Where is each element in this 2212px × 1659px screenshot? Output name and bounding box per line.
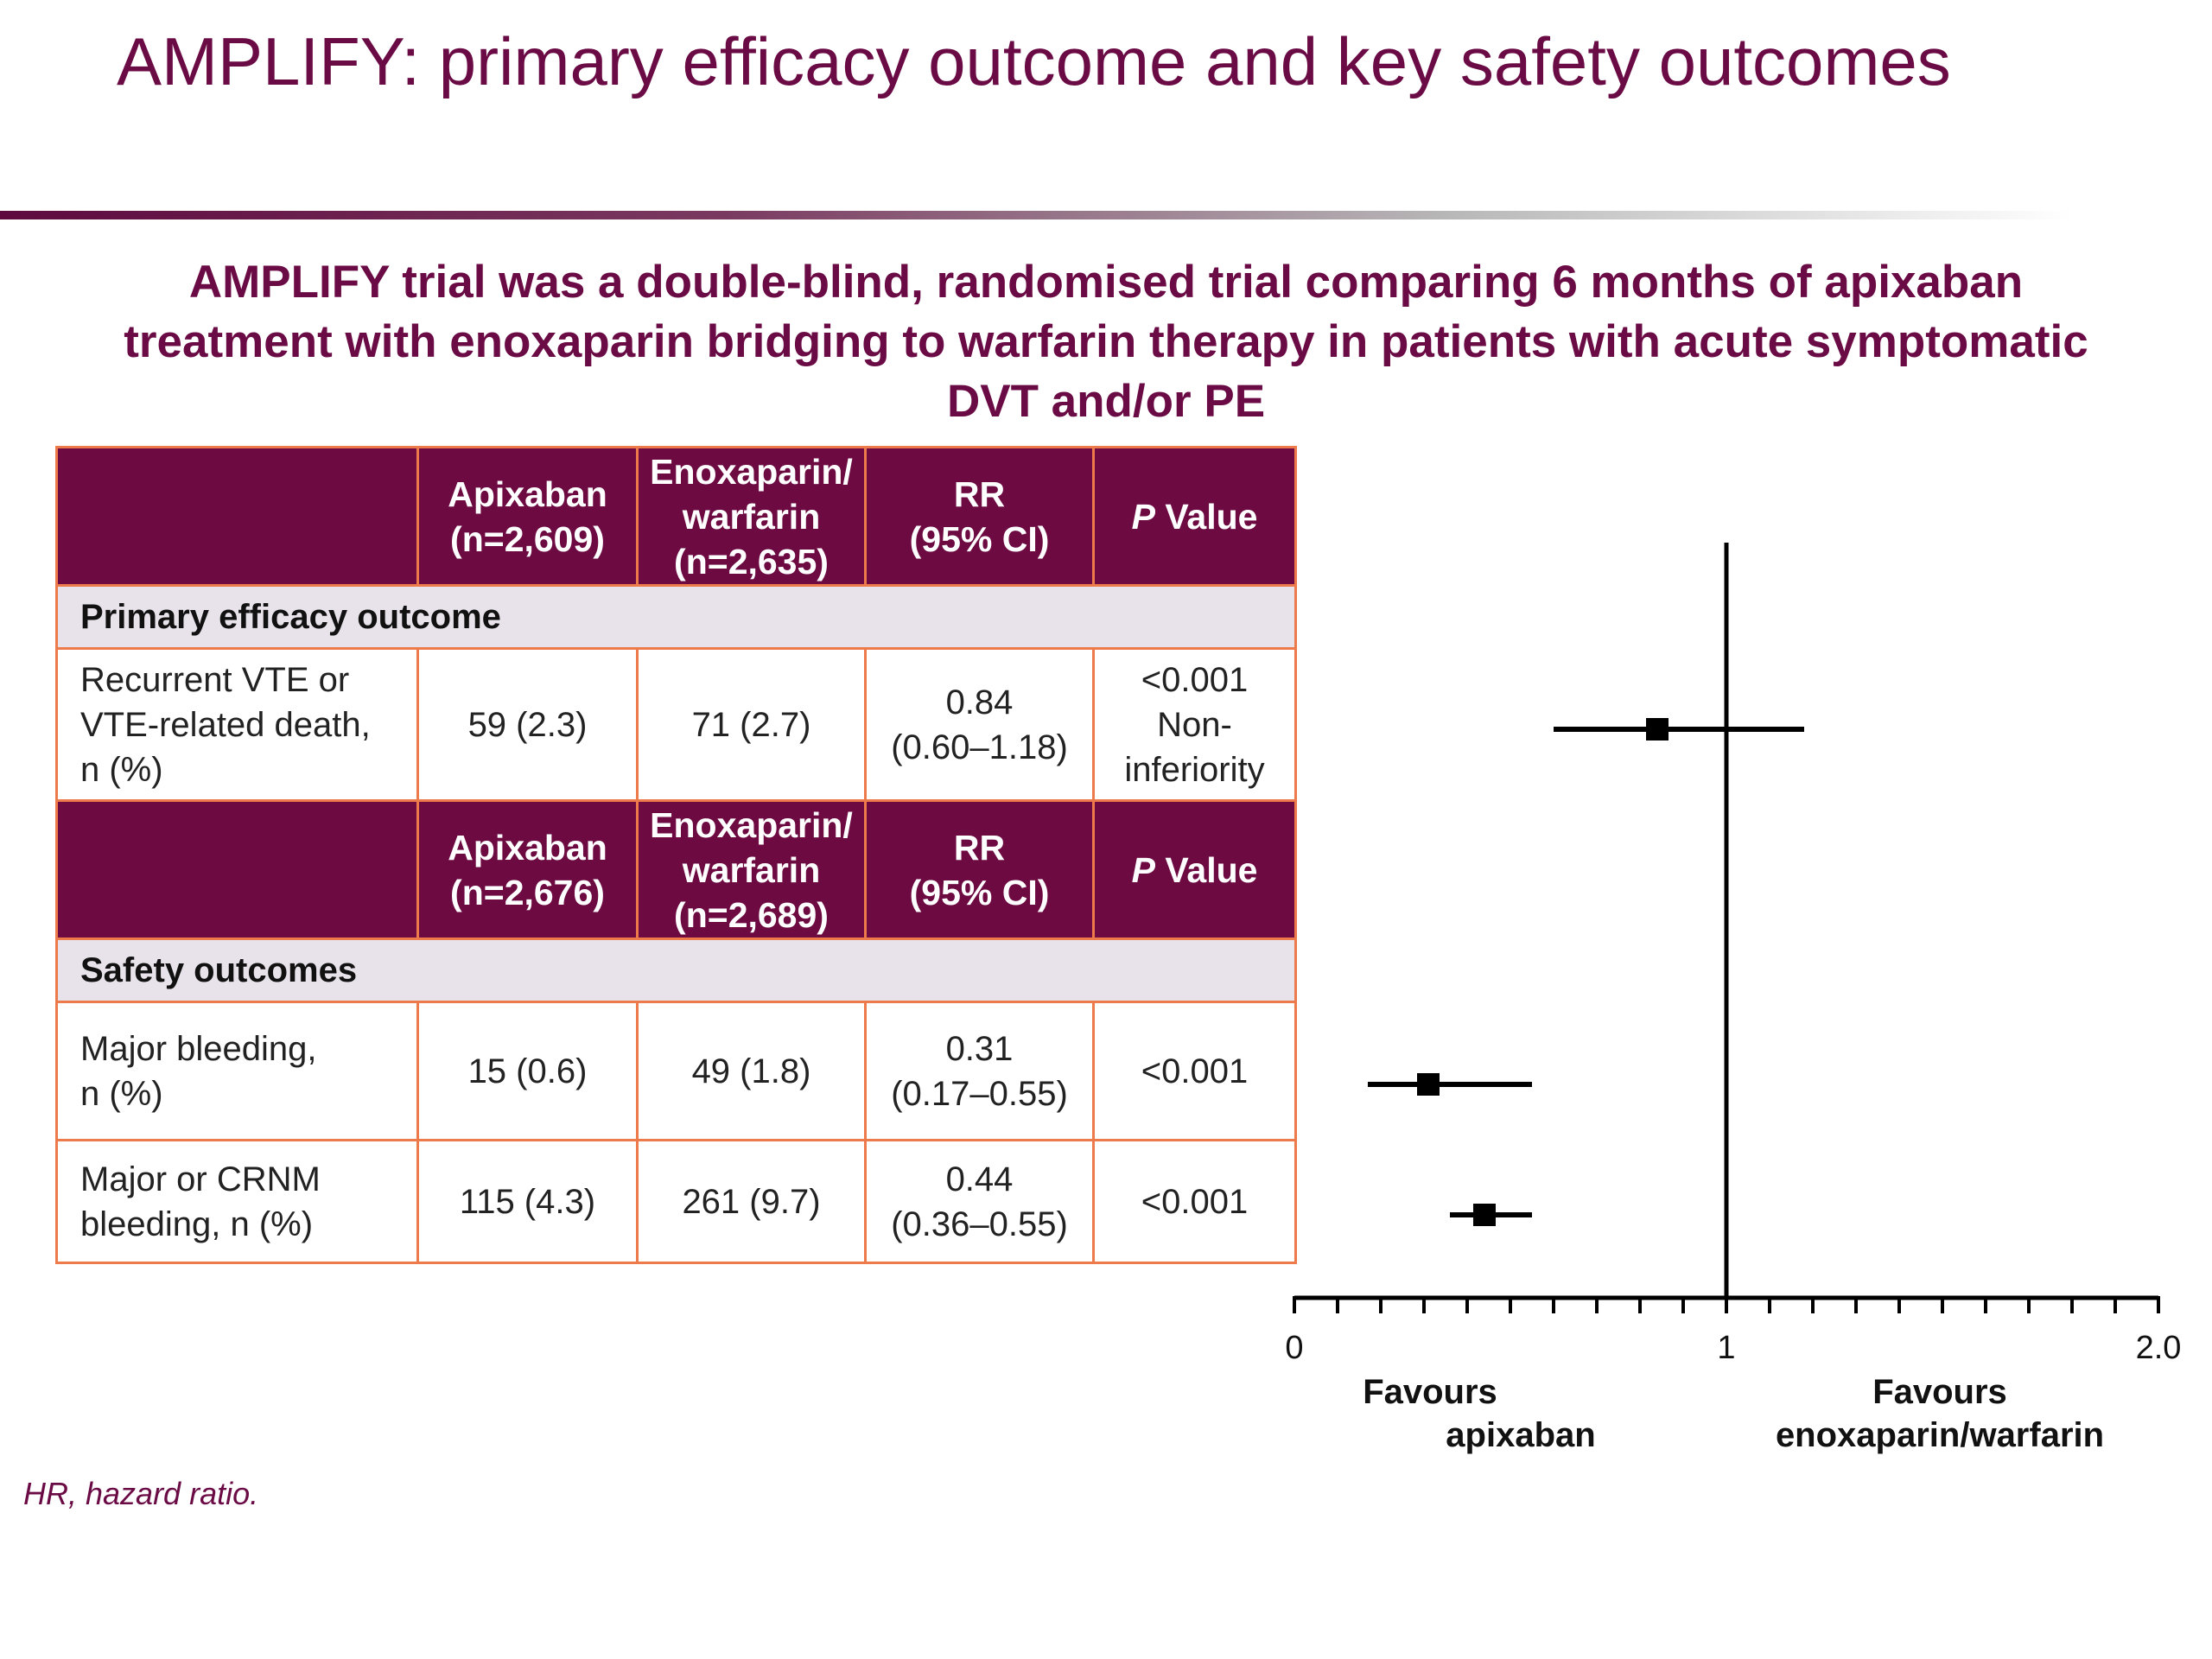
header-p-italic: P <box>1131 849 1155 890</box>
header-rr-line1: RR <box>953 474 1006 514</box>
header-apixaban-n: (n=2,609) <box>450 518 605 559</box>
rr-cell: 0.84 (0.60–1.18) <box>864 647 1095 802</box>
header-p-value: P Value <box>1092 799 1297 940</box>
forest-plot: 0 1 2.0 Favours apixaban Favours enoxaparin/wa… <box>1285 543 2182 1454</box>
rr-value: 0.31 <box>945 1029 1014 1068</box>
x-tick-label: 0 <box>1285 1330 1303 1366</box>
header-enox-line2: warfarin <box>682 496 821 537</box>
rr-ci: (0.60–1.18) <box>891 728 1068 766</box>
enoxaparin-value: 71 (2.7) <box>636 647 867 802</box>
outcome-line: VTE-related death, <box>80 705 371 744</box>
header-enoxaparin: Enoxaparin/ warfarin (n=2,689) <box>636 799 867 940</box>
rr-value: 0.44 <box>945 1160 1014 1198</box>
rr-value: 0.84 <box>945 683 1014 721</box>
table-row: Major or CRNM bleeding, n (%) 115 (4.3) … <box>55 1139 1297 1264</box>
efficacy-header-row: Apixaban (n=2,609) Enoxaparin/ warfarin … <box>55 446 1297 587</box>
outcome-line: n (%) <box>80 1074 163 1113</box>
header-apixaban: Apixaban (n=2,609) <box>416 446 639 587</box>
x-tick-label: 2.0 <box>2136 1330 2182 1366</box>
enoxaparin-value: 49 (1.8) <box>636 1001 867 1141</box>
safety-section-row: Safety outcomes <box>55 938 1297 1003</box>
apixaban-value: 115 (4.3) <box>416 1139 639 1264</box>
point-estimate-marker <box>1646 718 1669 741</box>
p-note: inferiority <box>1124 750 1265 789</box>
apixaban-value: 59 (2.3) <box>416 647 639 802</box>
p-value-cell: <0.001 Non- inferiority <box>1092 647 1297 802</box>
p-value: <0.001 <box>1141 660 1249 699</box>
table-row: Recurrent VTE or VTE-related death, n (%… <box>55 647 1297 802</box>
header-rr: RR (95% CI) <box>864 446 1095 587</box>
header-rr-line2: (95% CI) <box>909 518 1050 559</box>
x-tick-label: 1 <box>1717 1330 1735 1366</box>
header-outcome-cell <box>55 446 419 587</box>
p-note: Non- <box>1157 705 1232 744</box>
results-table: Apixaban (n=2,609) Enoxaparin/ warfarin … <box>55 446 1297 1264</box>
header-enox-line1: Enoxaparin/ <box>650 451 853 492</box>
header-rr-line1: RR <box>953 827 1006 868</box>
header-rr: RR (95% CI) <box>864 799 1095 940</box>
outcome-line: Major or CRNM <box>80 1160 321 1198</box>
header-p-rest: Value <box>1154 496 1258 537</box>
outcome-line: Recurrent VTE or <box>80 660 350 699</box>
header-p-rest: Value <box>1154 849 1258 890</box>
enoxaparin-value: 261 (9.7) <box>636 1139 867 1264</box>
efficacy-section-row: Primary efficacy outcome <box>55 584 1297 650</box>
rr-cell: 0.44 (0.36–0.55) <box>864 1139 1095 1264</box>
point-estimate-marker <box>1473 1204 1496 1226</box>
header-p-value: P Value <box>1092 446 1297 587</box>
favours-apixaban-label: apixaban <box>1446 1416 1595 1454</box>
title-divider <box>0 211 2074 219</box>
footnote: HR, hazard ratio. <box>23 1476 259 1511</box>
header-p-italic: P <box>1131 496 1155 537</box>
header-enox-n: (n=2,635) <box>674 541 829 582</box>
outcome-cell: Major or CRNM bleeding, n (%) <box>55 1139 419 1264</box>
safety-section-label: Safety outcomes <box>55 938 1297 1003</box>
header-apixaban-n: (n=2,676) <box>450 872 605 912</box>
p-value: <0.001 <box>1092 1139 1297 1264</box>
header-rr-line2: (95% CI) <box>909 872 1050 912</box>
slide-title: AMPLIFY: primary efficacy outcome and ke… <box>117 23 1951 99</box>
favours-enoxaparin-label: enoxaparin/warfarin <box>1776 1416 2104 1454</box>
header-enox-line1: Enoxaparin/ <box>650 804 853 845</box>
efficacy-section-label: Primary efficacy outcome <box>55 584 1297 650</box>
header-apixaban-line: Apixaban <box>448 474 607 514</box>
favours-enoxaparin-label: Favours <box>1872 1373 2007 1411</box>
header-enox-line2: warfarin <box>682 849 821 890</box>
table-row: Major bleeding, n (%) 15 (0.6) 49 (1.8) … <box>55 1001 1297 1141</box>
outcome-line: n (%) <box>80 750 163 789</box>
header-enoxaparin: Enoxaparin/ warfarin (n=2,635) <box>636 446 867 587</box>
rr-ci: (0.17–0.55) <box>891 1074 1068 1113</box>
outcome-cell: Major bleeding, n (%) <box>55 1001 419 1141</box>
rr-cell: 0.31 (0.17–0.55) <box>864 1001 1095 1141</box>
rr-ci: (0.36–0.55) <box>891 1205 1068 1243</box>
header-apixaban: Apixaban (n=2,676) <box>416 799 639 940</box>
p-value: <0.001 <box>1092 1001 1297 1141</box>
favours-apixaban-label: Favours <box>1363 1373 1497 1411</box>
safety-header-row: Apixaban (n=2,676) Enoxaparin/ warfarin … <box>55 799 1297 940</box>
outcome-cell: Recurrent VTE or VTE-related death, n (%… <box>55 647 419 802</box>
point-estimate-marker <box>1417 1073 1440 1096</box>
outcome-line: bleeding, n (%) <box>80 1205 314 1243</box>
header-outcome-cell <box>55 799 419 940</box>
header-enox-n: (n=2,689) <box>674 894 829 935</box>
slide-subtitle: AMPLIFY trial was a double-blind, random… <box>124 257 2088 427</box>
header-apixaban-line: Apixaban <box>448 827 607 868</box>
outcome-line: Major bleeding, <box>80 1029 317 1068</box>
apixaban-value: 15 (0.6) <box>416 1001 639 1141</box>
